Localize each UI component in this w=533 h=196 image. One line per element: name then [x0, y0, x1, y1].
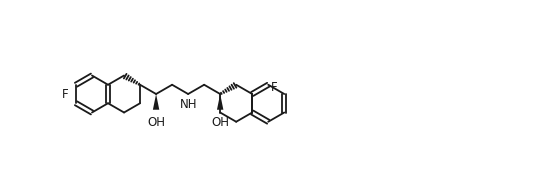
Text: F: F — [271, 81, 278, 94]
Text: OH: OH — [211, 116, 229, 129]
Polygon shape — [153, 94, 159, 110]
Text: OH: OH — [147, 116, 165, 129]
Text: NH: NH — [180, 98, 197, 111]
Text: F: F — [62, 87, 69, 101]
Polygon shape — [217, 94, 223, 110]
